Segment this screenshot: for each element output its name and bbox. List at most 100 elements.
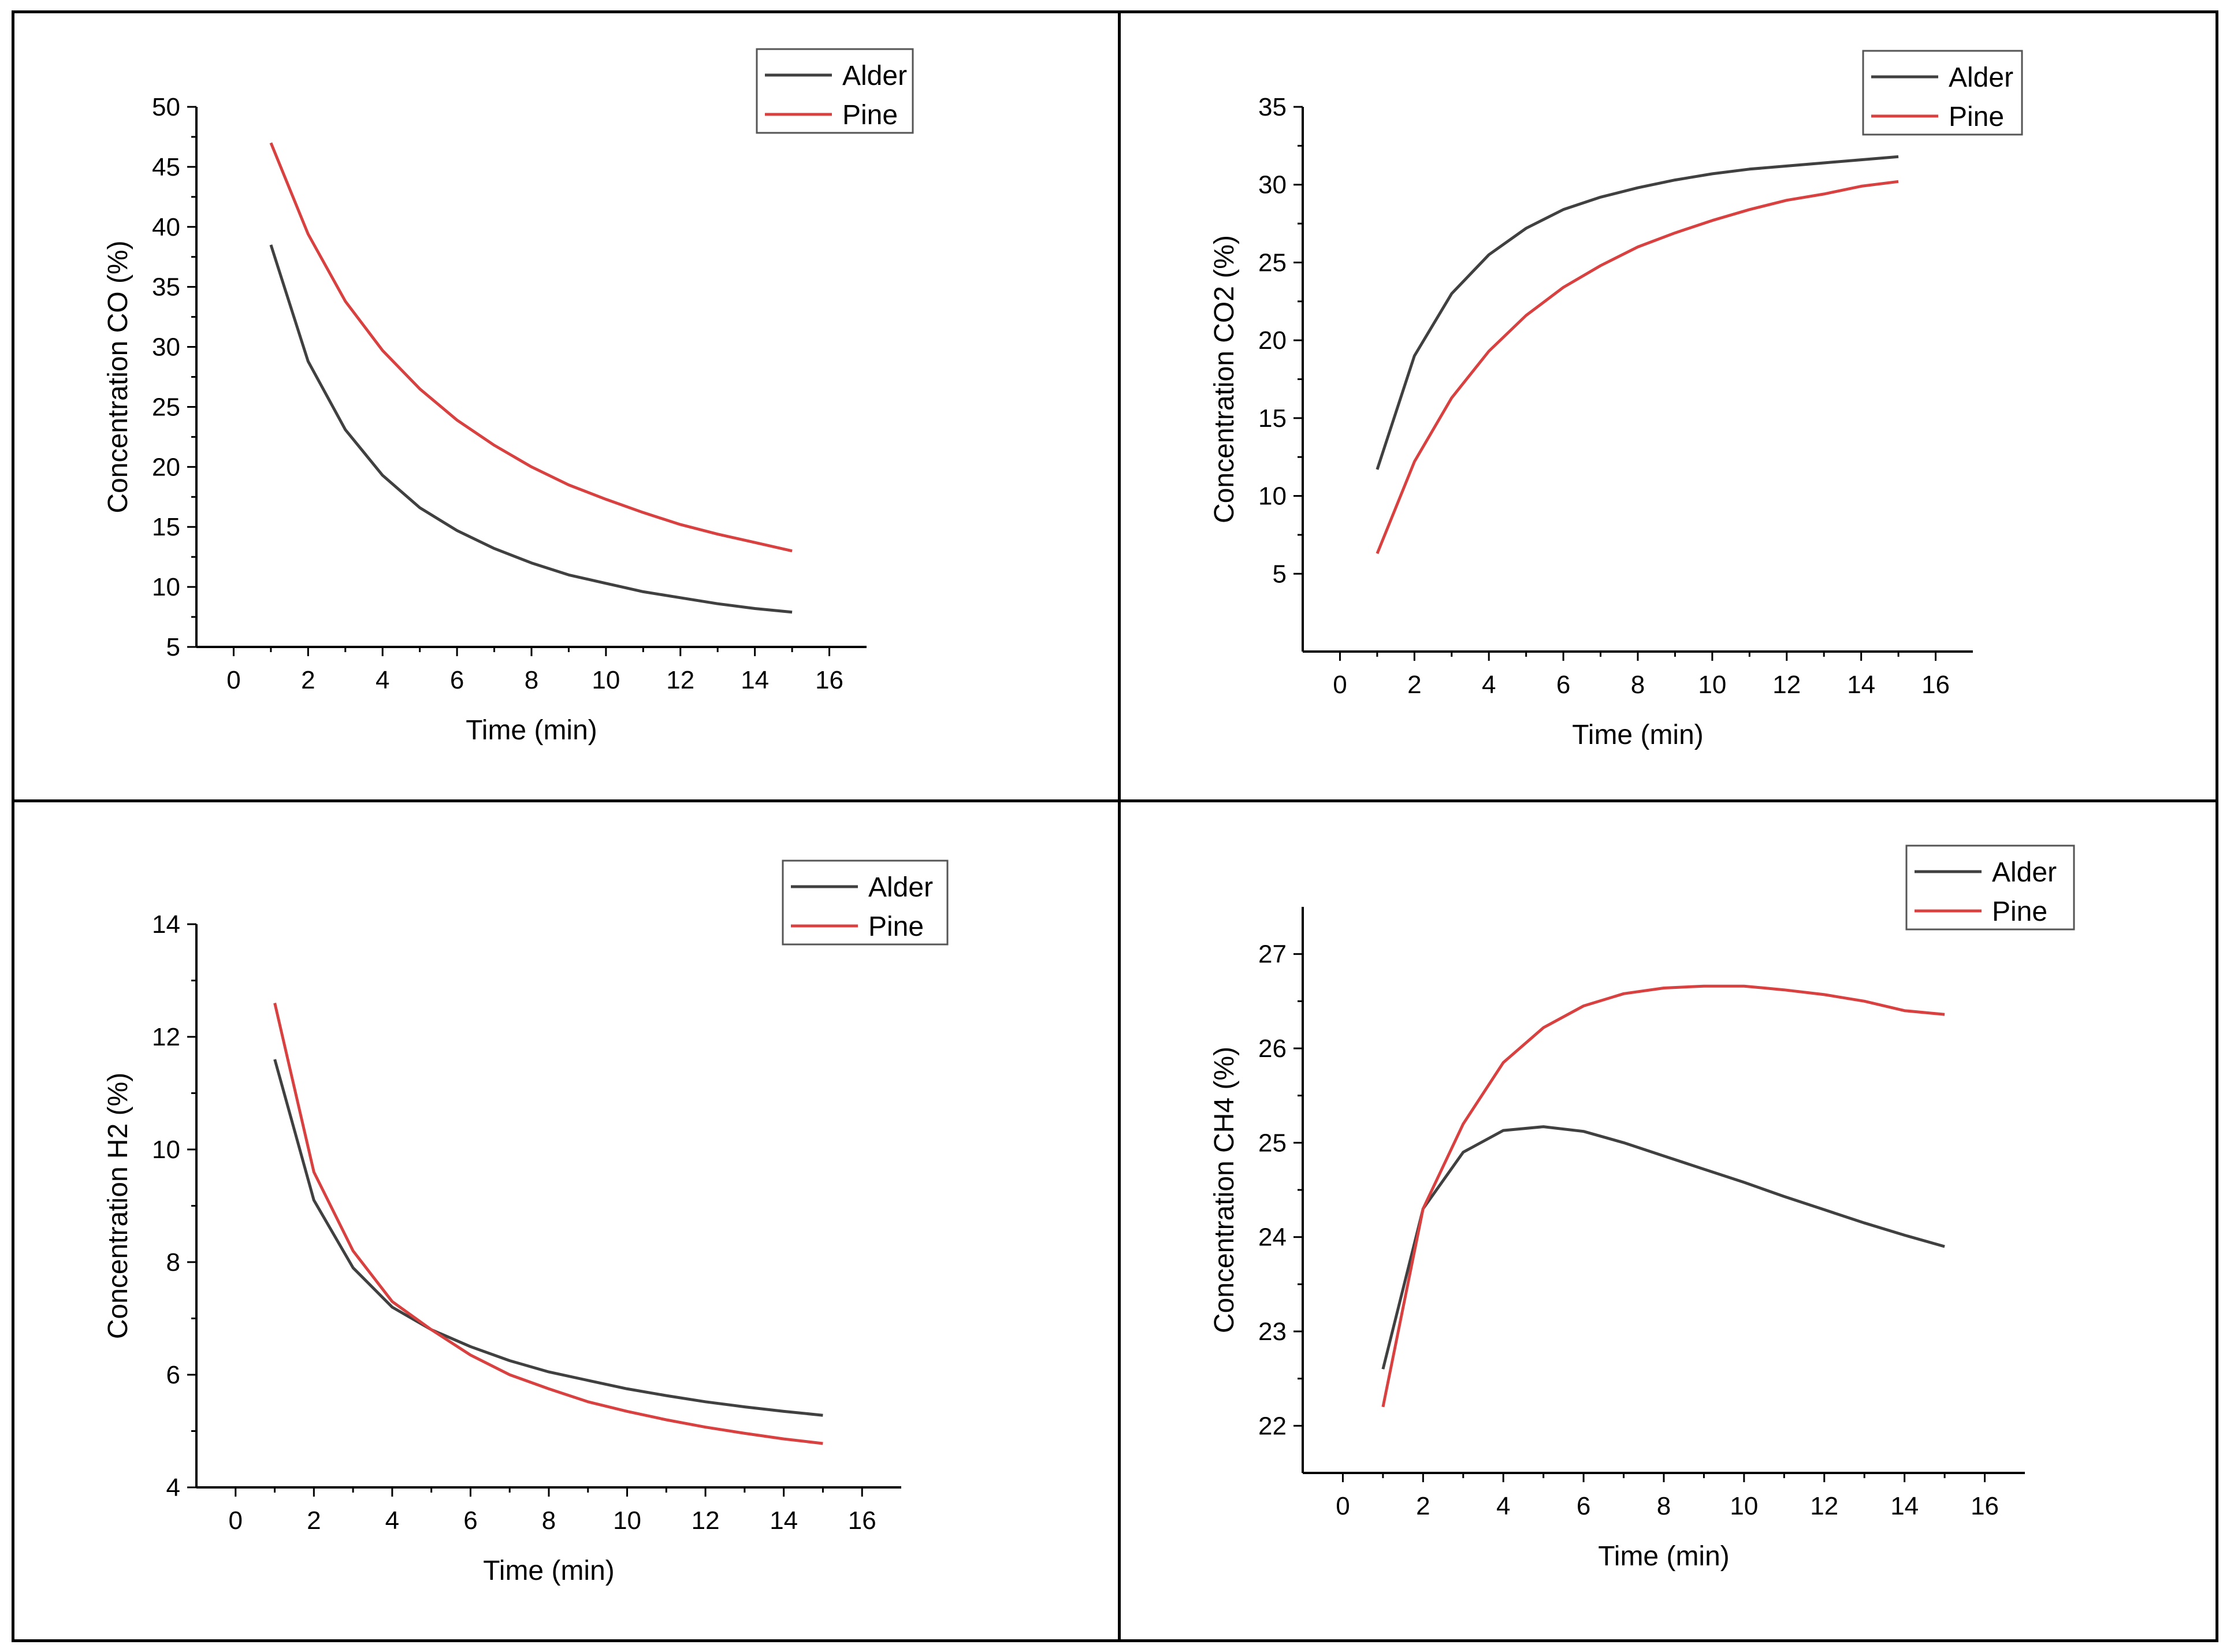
y-tick-label: 30 bbox=[1258, 171, 1287, 199]
y-axis-title: Concentration H2 (%) bbox=[103, 1073, 133, 1340]
y-tick-label: 15 bbox=[152, 513, 180, 541]
y-axis-title: Concentration CO2 (%) bbox=[1209, 235, 1240, 523]
y-tick-label: 25 bbox=[152, 393, 180, 421]
y-tick-label: 10 bbox=[152, 573, 180, 601]
y-tick-label: 20 bbox=[152, 453, 180, 481]
y-tick-label: 5 bbox=[166, 633, 180, 661]
y-tick-label: 25 bbox=[1258, 248, 1287, 277]
x-tick-label: 16 bbox=[1971, 1492, 1999, 1520]
x-tick-label: 0 bbox=[229, 1506, 243, 1535]
y-tick-label: 6 bbox=[166, 1361, 180, 1389]
y-tick-label: 26 bbox=[1258, 1035, 1287, 1063]
x-tick-label: 14 bbox=[770, 1506, 798, 1535]
y-tick-label: 25 bbox=[1258, 1129, 1287, 1157]
legend-label-pine: Pine bbox=[868, 911, 924, 942]
y-axis-title: Concentration CO (%) bbox=[103, 240, 133, 513]
x-tick-label: 12 bbox=[1772, 671, 1801, 699]
legend-box bbox=[1862, 50, 2023, 136]
x-tick-label: 4 bbox=[1496, 1492, 1510, 1520]
x-tick-label: 2 bbox=[1416, 1492, 1430, 1520]
chart-h2: 4 6 8 10 12 14 0 2 4 6 8 10 12 14 16 Time (min) Concentr… bbox=[103, 860, 949, 1586]
panel-grid bbox=[12, 10, 2218, 1642]
x-tick-label: 6 bbox=[1577, 1492, 1590, 1520]
y-tick-label: 20 bbox=[1258, 326, 1287, 355]
y-tick-label: 24 bbox=[1258, 1223, 1287, 1252]
y-tick-label: 22 bbox=[1258, 1412, 1287, 1440]
x-axis-title: Time (min) bbox=[483, 1556, 615, 1586]
x-tick-label: 6 bbox=[1556, 671, 1570, 699]
y-tick-label: 35 bbox=[1258, 93, 1287, 121]
x-tick-label: 2 bbox=[1407, 671, 1421, 699]
y-tick-label: 30 bbox=[152, 333, 180, 362]
x-tick-label: 12 bbox=[1810, 1492, 1838, 1520]
y-tick-label: 14 bbox=[152, 910, 180, 939]
x-tick-label: 0 bbox=[1333, 671, 1347, 699]
x-tick-label: 16 bbox=[848, 1506, 876, 1535]
x-tick-label: 4 bbox=[385, 1506, 399, 1535]
legend-label-pine: Pine bbox=[1992, 896, 2047, 927]
legend-box bbox=[1905, 844, 2075, 931]
panel-divider-horizontal bbox=[14, 799, 2216, 802]
series-line-pine bbox=[1376, 180, 1899, 555]
series-line-alder bbox=[269, 244, 793, 614]
x-tick-label: 12 bbox=[692, 1506, 720, 1535]
x-tick-label: 10 bbox=[1730, 1492, 1758, 1520]
x-tick-label: 0 bbox=[1336, 1492, 1350, 1520]
x-tick-label: 2 bbox=[301, 666, 315, 694]
legend-box bbox=[756, 48, 914, 134]
x-tick-label: 2 bbox=[307, 1506, 321, 1535]
series-line-pine bbox=[269, 142, 793, 553]
x-tick-label: 6 bbox=[463, 1506, 477, 1535]
x-axis-title: Time (min) bbox=[466, 715, 597, 746]
panel-divider-vertical bbox=[1118, 13, 1121, 1639]
series-line-alder bbox=[1381, 1125, 1945, 1370]
y-tick-label: 8 bbox=[166, 1248, 180, 1277]
x-tick-label: 14 bbox=[1847, 671, 1875, 699]
x-tick-label: 8 bbox=[525, 666, 538, 694]
x-tick-label: 4 bbox=[1482, 671, 1496, 699]
x-axis-title: Time (min) bbox=[1598, 1541, 1730, 1572]
chart-co2: 5 10 15 20 25 30 35 0 2 4 6 8 10 12 14 16 Time (min) Conc… bbox=[1209, 50, 2023, 750]
legend-box bbox=[782, 860, 949, 946]
y-tick-label: 10 bbox=[152, 1136, 180, 1164]
x-tick-label: 8 bbox=[1657, 1492, 1671, 1520]
x-tick-label: 14 bbox=[1890, 1492, 1919, 1520]
y-tick-label: 12 bbox=[152, 1023, 180, 1051]
x-tick-label: 8 bbox=[1631, 671, 1645, 699]
x-tick-label: 10 bbox=[1698, 671, 1726, 699]
legend-label-alder: Alder bbox=[1992, 857, 2057, 888]
legend-label-alder: Alder bbox=[842, 61, 907, 91]
legend-label-pine: Pine bbox=[842, 100, 898, 131]
x-tick-label: 14 bbox=[741, 666, 769, 694]
legend-label-alder: Alder bbox=[1949, 62, 2013, 93]
y-axis-title: Concentration CH4 (%) bbox=[1209, 1047, 1240, 1333]
y-tick-label: 4 bbox=[166, 1474, 180, 1502]
x-tick-label: 0 bbox=[226, 666, 240, 694]
y-tick-label: 50 bbox=[152, 93, 180, 121]
chart-co: 5 10 15 20 25 30 35 40 45 50 0 2 4 6 8 10 12 14 16 Time (mi… bbox=[103, 48, 914, 746]
y-tick-label: 45 bbox=[152, 153, 180, 181]
legend-label-pine: Pine bbox=[1949, 102, 2004, 132]
series-line-alder bbox=[1376, 155, 1899, 470]
y-tick-label: 40 bbox=[152, 213, 180, 241]
legend-label-alder: Alder bbox=[868, 872, 933, 903]
x-tick-label: 4 bbox=[376, 666, 389, 694]
y-tick-label: 10 bbox=[1258, 482, 1287, 511]
x-tick-label: 6 bbox=[450, 666, 464, 694]
x-tick-label: 8 bbox=[542, 1506, 556, 1535]
y-tick-label: 23 bbox=[1258, 1318, 1287, 1346]
y-tick-label: 27 bbox=[1258, 940, 1287, 969]
x-tick-label: 16 bbox=[815, 666, 843, 694]
x-tick-label: 10 bbox=[613, 1506, 641, 1535]
x-tick-label: 10 bbox=[592, 666, 620, 694]
series-line-alder bbox=[273, 1059, 823, 1417]
x-axis-title: Time (min) bbox=[1572, 720, 1704, 750]
y-tick-label: 35 bbox=[152, 273, 180, 302]
x-tick-label: 12 bbox=[666, 666, 694, 694]
y-tick-label: 5 bbox=[1273, 560, 1287, 588]
x-tick-label: 16 bbox=[1921, 671, 1950, 699]
series-line-pine bbox=[1381, 984, 1945, 1408]
series-line-pine bbox=[273, 1002, 823, 1445]
y-tick-label: 15 bbox=[1258, 404, 1287, 433]
